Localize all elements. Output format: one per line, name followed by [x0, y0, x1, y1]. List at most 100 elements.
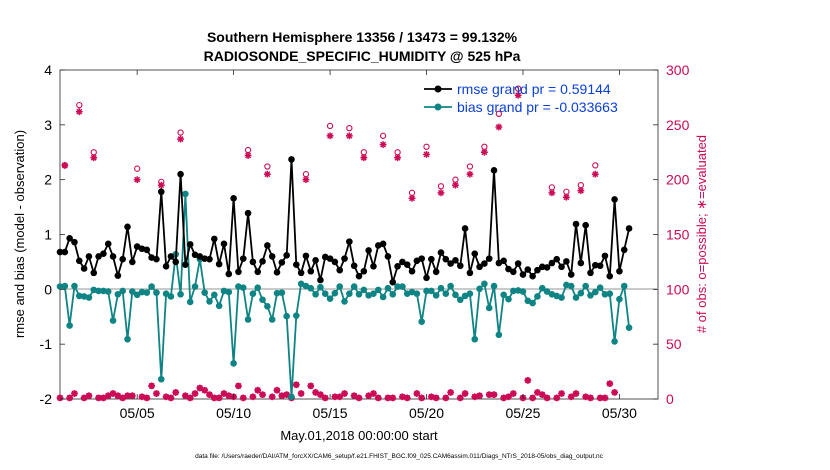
obs-evaluated-point	[423, 151, 430, 158]
obs-evaluated-point	[447, 389, 455, 396]
bias-point	[370, 290, 377, 298]
obs-evaluated-point	[143, 394, 151, 402]
rmse-point	[297, 269, 305, 277]
obs-evaluated-point	[427, 393, 435, 401]
bias-point	[481, 280, 488, 288]
obs-evaluated-point	[162, 393, 170, 401]
rmse-point	[100, 250, 107, 257]
obs-evaluated-point	[326, 132, 334, 140]
rmse-point	[239, 255, 247, 262]
bias-point	[148, 283, 155, 290]
rmse-point	[461, 225, 469, 232]
bias-point	[336, 283, 344, 290]
bias-point	[620, 282, 628, 290]
rmse-point	[317, 276, 324, 284]
bias-point	[505, 295, 512, 303]
bias-point	[215, 302, 223, 310]
rmse-point	[384, 253, 392, 260]
bias-point	[476, 285, 483, 293]
obs-evaluated-point	[201, 386, 209, 394]
rmse-point	[505, 265, 512, 273]
bias-point	[534, 293, 541, 300]
rmse-point	[524, 266, 532, 273]
rmse-point	[254, 268, 262, 276]
rmse-point	[510, 268, 517, 276]
rmse-point	[577, 259, 585, 267]
bias-point	[428, 287, 435, 295]
rmse-point	[466, 269, 474, 277]
rmse-point	[302, 252, 310, 260]
bias-point	[326, 295, 334, 302]
bias-point	[374, 286, 382, 294]
bias-point	[596, 284, 604, 291]
rmse-point	[428, 255, 435, 263]
bias-point	[278, 289, 286, 296]
bias-point	[273, 289, 281, 297]
rmse-point	[331, 258, 339, 266]
bias-point	[244, 316, 252, 323]
rmse-point	[452, 256, 459, 264]
rmse-point	[596, 262, 604, 270]
legend-rmse-marker	[434, 85, 442, 93]
rmse-point	[273, 269, 281, 276]
obs-evaluated-point	[529, 394, 537, 402]
rmse-point	[567, 271, 575, 278]
obs-possible-point	[466, 163, 474, 170]
rmse-point	[288, 156, 295, 163]
obs-evaluated-point	[128, 392, 136, 400]
obs-evaluated-point	[413, 390, 421, 397]
rmse-point	[71, 238, 78, 246]
rmse-point	[611, 196, 618, 203]
bias-point	[186, 298, 194, 306]
bias-point	[355, 290, 363, 298]
legend-bias-label: bias grand pr = -0.033663	[457, 99, 618, 115]
obs-evaluated-point	[85, 392, 93, 400]
obs-evaluated-point	[452, 181, 459, 189]
obs-evaluated-point	[442, 394, 450, 402]
obs-evaluated-point	[577, 187, 585, 195]
obs-evaluated-point	[558, 390, 565, 397]
obs-evaluated-point	[456, 394, 464, 402]
rmse-point	[264, 242, 271, 249]
obs-evaluated-point	[167, 394, 175, 402]
rmse-point	[268, 253, 276, 260]
rmse-point	[355, 272, 363, 280]
obs-evaluated-point	[611, 389, 618, 396]
rmse-point	[56, 248, 64, 256]
x-tick-label: 05/25	[505, 405, 540, 421]
obs-evaluated-point	[509, 390, 517, 397]
bias-point	[519, 288, 527, 295]
rmse-point	[389, 278, 397, 286]
obs-evaluated-point	[437, 189, 445, 197]
y-tick-label-right: 150	[666, 227, 690, 243]
obs-evaluated-point	[485, 391, 493, 399]
bias-point	[399, 283, 406, 290]
rmse-point	[587, 269, 594, 277]
obs-evaluated-point	[553, 394, 561, 402]
obs-possible-point	[134, 165, 141, 172]
rmse-point	[471, 250, 479, 257]
rmse-point	[360, 267, 368, 275]
rmse-point	[481, 260, 488, 267]
obs-evaluated-point	[273, 386, 281, 394]
rmse-point	[548, 259, 556, 267]
rmse-point	[490, 167, 498, 174]
rmse-point	[558, 263, 565, 271]
obs-evaluated-point	[476, 392, 483, 400]
obs-possible-point	[379, 132, 387, 139]
obs-evaluated-point	[225, 392, 233, 400]
y-axis-label-left: rmse and bias (model - observation)	[12, 130, 27, 338]
bias-point	[577, 289, 585, 297]
rmse-point	[529, 272, 536, 280]
rmse-point	[109, 253, 117, 260]
x-tick-label: 05/30	[602, 405, 637, 421]
bias-point	[321, 290, 329, 298]
bias-point	[288, 393, 295, 401]
rmse-point	[336, 266, 344, 274]
rmse-point	[379, 240, 387, 248]
series-layer	[56, 85, 633, 402]
bias-point	[124, 335, 131, 343]
bias-point	[418, 318, 425, 325]
bias-point	[167, 293, 175, 300]
